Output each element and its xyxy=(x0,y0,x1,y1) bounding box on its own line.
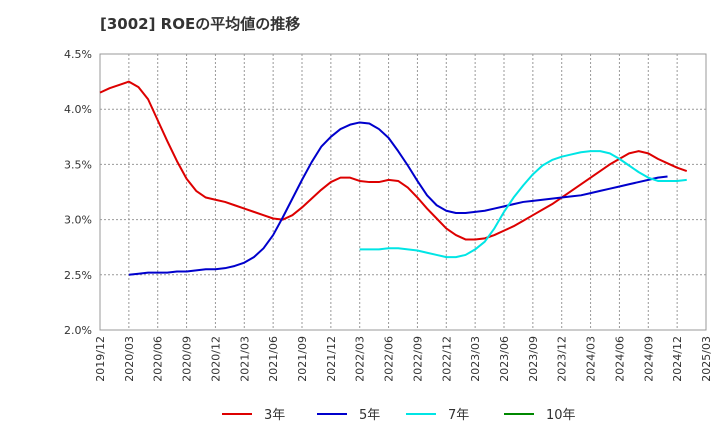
x-tick-label: 2024/12 xyxy=(671,336,684,382)
x-tick-label: 2024/09 xyxy=(642,336,655,382)
x-tick-label: 2023/03 xyxy=(469,336,482,382)
x-tick-label: 2020/12 xyxy=(209,336,222,382)
chart-title: [3002] ROEの平均値の推移 xyxy=(100,15,300,33)
legend-label: 7年 xyxy=(448,408,469,423)
series-line-7年 xyxy=(359,150,687,259)
x-tick-label: 2021/03 xyxy=(238,336,251,382)
series-line-5年 xyxy=(128,121,668,276)
legend-label: 5年 xyxy=(359,408,380,423)
x-tick-label: 2020/09 xyxy=(181,336,194,382)
legend: 3年 5年 7年 10年 xyxy=(222,408,576,423)
x-tick-label: 2022/03 xyxy=(354,336,367,382)
x-tick-label: 2022/12 xyxy=(440,336,453,382)
x-tick-label: 2024/06 xyxy=(613,336,626,382)
x-tick-label: 2025/03 xyxy=(700,336,713,382)
x-tick-label: 2021/06 xyxy=(267,336,280,382)
y-tick-label: 3.5% xyxy=(64,158,92,171)
y-tick-label: 2.5% xyxy=(64,269,92,282)
grid xyxy=(99,53,707,331)
legend-label: 10年 xyxy=(546,408,576,423)
x-tick-label: 2021/12 xyxy=(325,336,338,382)
x-tick-label: 2023/06 xyxy=(498,336,511,382)
x-tick-label: 2020/03 xyxy=(123,336,136,382)
legend-label: 3年 xyxy=(264,408,285,423)
series-line-3年 xyxy=(99,80,688,241)
y-tick-label: 2.0% xyxy=(64,324,92,337)
x-tick-label: 2022/06 xyxy=(383,336,396,382)
series-lines xyxy=(99,80,688,276)
plot-frame xyxy=(99,53,707,331)
x-axis: 2019/12 2020/03 2020/06 2020/09 2020/12 2021/… xyxy=(94,336,713,382)
x-tick-label: 2024/03 xyxy=(585,336,598,382)
y-axis: 2.0% 2.5% 3.0% 3.5% 4.0% 4.5% xyxy=(64,48,92,337)
y-tick-label: 3.0% xyxy=(64,214,92,227)
x-tick-label: 2021/09 xyxy=(296,336,309,382)
x-tick-label: 2023/12 xyxy=(556,336,569,382)
x-tick-label: 2023/09 xyxy=(527,336,540,382)
x-tick-label: 2019/12 xyxy=(94,336,107,382)
x-tick-label: 2022/09 xyxy=(411,336,424,382)
y-tick-label: 4.0% xyxy=(64,103,92,116)
y-tick-label: 4.5% xyxy=(64,48,92,61)
x-tick-label: 2020/06 xyxy=(152,336,165,382)
